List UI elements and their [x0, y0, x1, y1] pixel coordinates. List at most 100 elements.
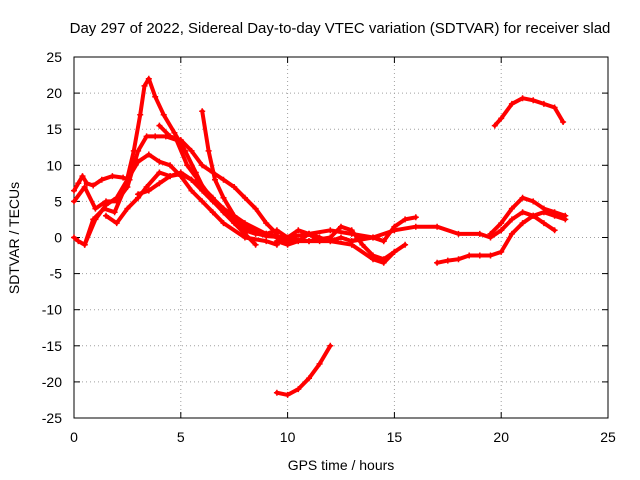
data-point [220, 205, 227, 212]
data-point [209, 198, 216, 205]
data-point [231, 212, 238, 219]
data-point [487, 230, 494, 237]
y-tick-label: 15 [46, 121, 62, 137]
x-tick-label: 0 [70, 429, 78, 445]
x-tick-label: 15 [387, 429, 403, 445]
data-point [241, 194, 248, 201]
data-point [103, 212, 109, 219]
data-point [167, 173, 174, 180]
data-point [156, 169, 163, 176]
data-point [92, 205, 99, 212]
data-point [273, 238, 280, 245]
x-tick-label: 25 [600, 429, 616, 445]
data-point [75, 238, 82, 245]
data-point [348, 227, 355, 234]
data-point [111, 209, 118, 216]
data-point [316, 234, 323, 241]
data-point [135, 147, 142, 154]
data-point [152, 133, 159, 140]
data-point [184, 162, 191, 169]
data-point [412, 214, 419, 221]
data-point [205, 147, 212, 154]
data-point [434, 259, 441, 266]
data-point [455, 230, 462, 237]
data-point [199, 162, 206, 169]
data-point [160, 111, 167, 118]
data-point [220, 194, 227, 201]
y-tick-label: 25 [46, 49, 62, 65]
y-tick-label: 10 [46, 157, 62, 173]
y-tick-label: -10 [42, 302, 62, 318]
data-point [231, 220, 238, 227]
data-point [252, 205, 259, 212]
data-point [498, 248, 505, 255]
data-point [551, 104, 558, 111]
data-point [167, 133, 174, 140]
series-line-track-b [72, 76, 418, 247]
chart-title: Day 297 of 2022, Sidereal Day-to-day VTE… [70, 20, 611, 37]
data-point [455, 256, 462, 263]
data-point [551, 209, 558, 216]
x-tick-label: 10 [280, 429, 296, 445]
data-point [241, 227, 248, 234]
data-point [71, 187, 77, 194]
data-point [391, 248, 398, 255]
data-point [167, 162, 174, 169]
data-point [220, 220, 227, 227]
data-point [156, 122, 163, 129]
y-tick-label: 5 [54, 193, 62, 209]
data-point [143, 184, 150, 190]
data-point [109, 173, 116, 180]
data-point [295, 227, 302, 234]
data-point [145, 187, 152, 194]
data-point [71, 198, 77, 205]
data-point [75, 180, 82, 187]
data-point [434, 223, 441, 230]
data-point [295, 238, 302, 245]
data-point [120, 174, 127, 181]
data-point [540, 100, 547, 107]
data-point [231, 184, 238, 190]
data-point [338, 234, 344, 241]
data-point [508, 230, 515, 237]
data-point [263, 220, 270, 227]
data-point [135, 191, 142, 198]
data-point [508, 216, 515, 223]
axis-ticks: 0 5 10 15 20 25 -25 -20 -15 -10 -5 0 5 10 15 20 25 [42, 49, 616, 445]
data-point [90, 182, 97, 189]
data-point [540, 220, 547, 227]
data-point [156, 180, 163, 187]
data-point [171, 129, 178, 136]
data-point [212, 176, 218, 183]
y-tick-label: -5 [50, 266, 63, 282]
data-point [295, 386, 302, 393]
data-point [135, 158, 142, 165]
data-point [145, 75, 152, 82]
data-point [327, 342, 334, 349]
data-point [476, 230, 483, 237]
data-point [143, 133, 150, 140]
series-group [71, 75, 569, 398]
data-point [79, 173, 86, 180]
data-point [370, 234, 376, 241]
data-point [370, 252, 376, 259]
series-line-track-f [136, 170, 397, 265]
data-point [540, 205, 547, 212]
data-point [188, 187, 195, 194]
data-point [508, 205, 515, 212]
y-axis-label: SDTVAR / TECUs [6, 182, 22, 294]
data-point [199, 187, 206, 194]
data-point [113, 220, 120, 227]
y-tick-label: -20 [42, 374, 62, 390]
data-point [530, 198, 537, 205]
data-point [519, 209, 526, 216]
data-point [252, 230, 259, 237]
data-point [359, 241, 366, 248]
series-line-track-n [499, 210, 557, 233]
data-point [519, 220, 526, 227]
data-point [306, 238, 312, 245]
data-point [306, 375, 312, 382]
data-point [491, 122, 498, 129]
data-point [560, 119, 567, 125]
